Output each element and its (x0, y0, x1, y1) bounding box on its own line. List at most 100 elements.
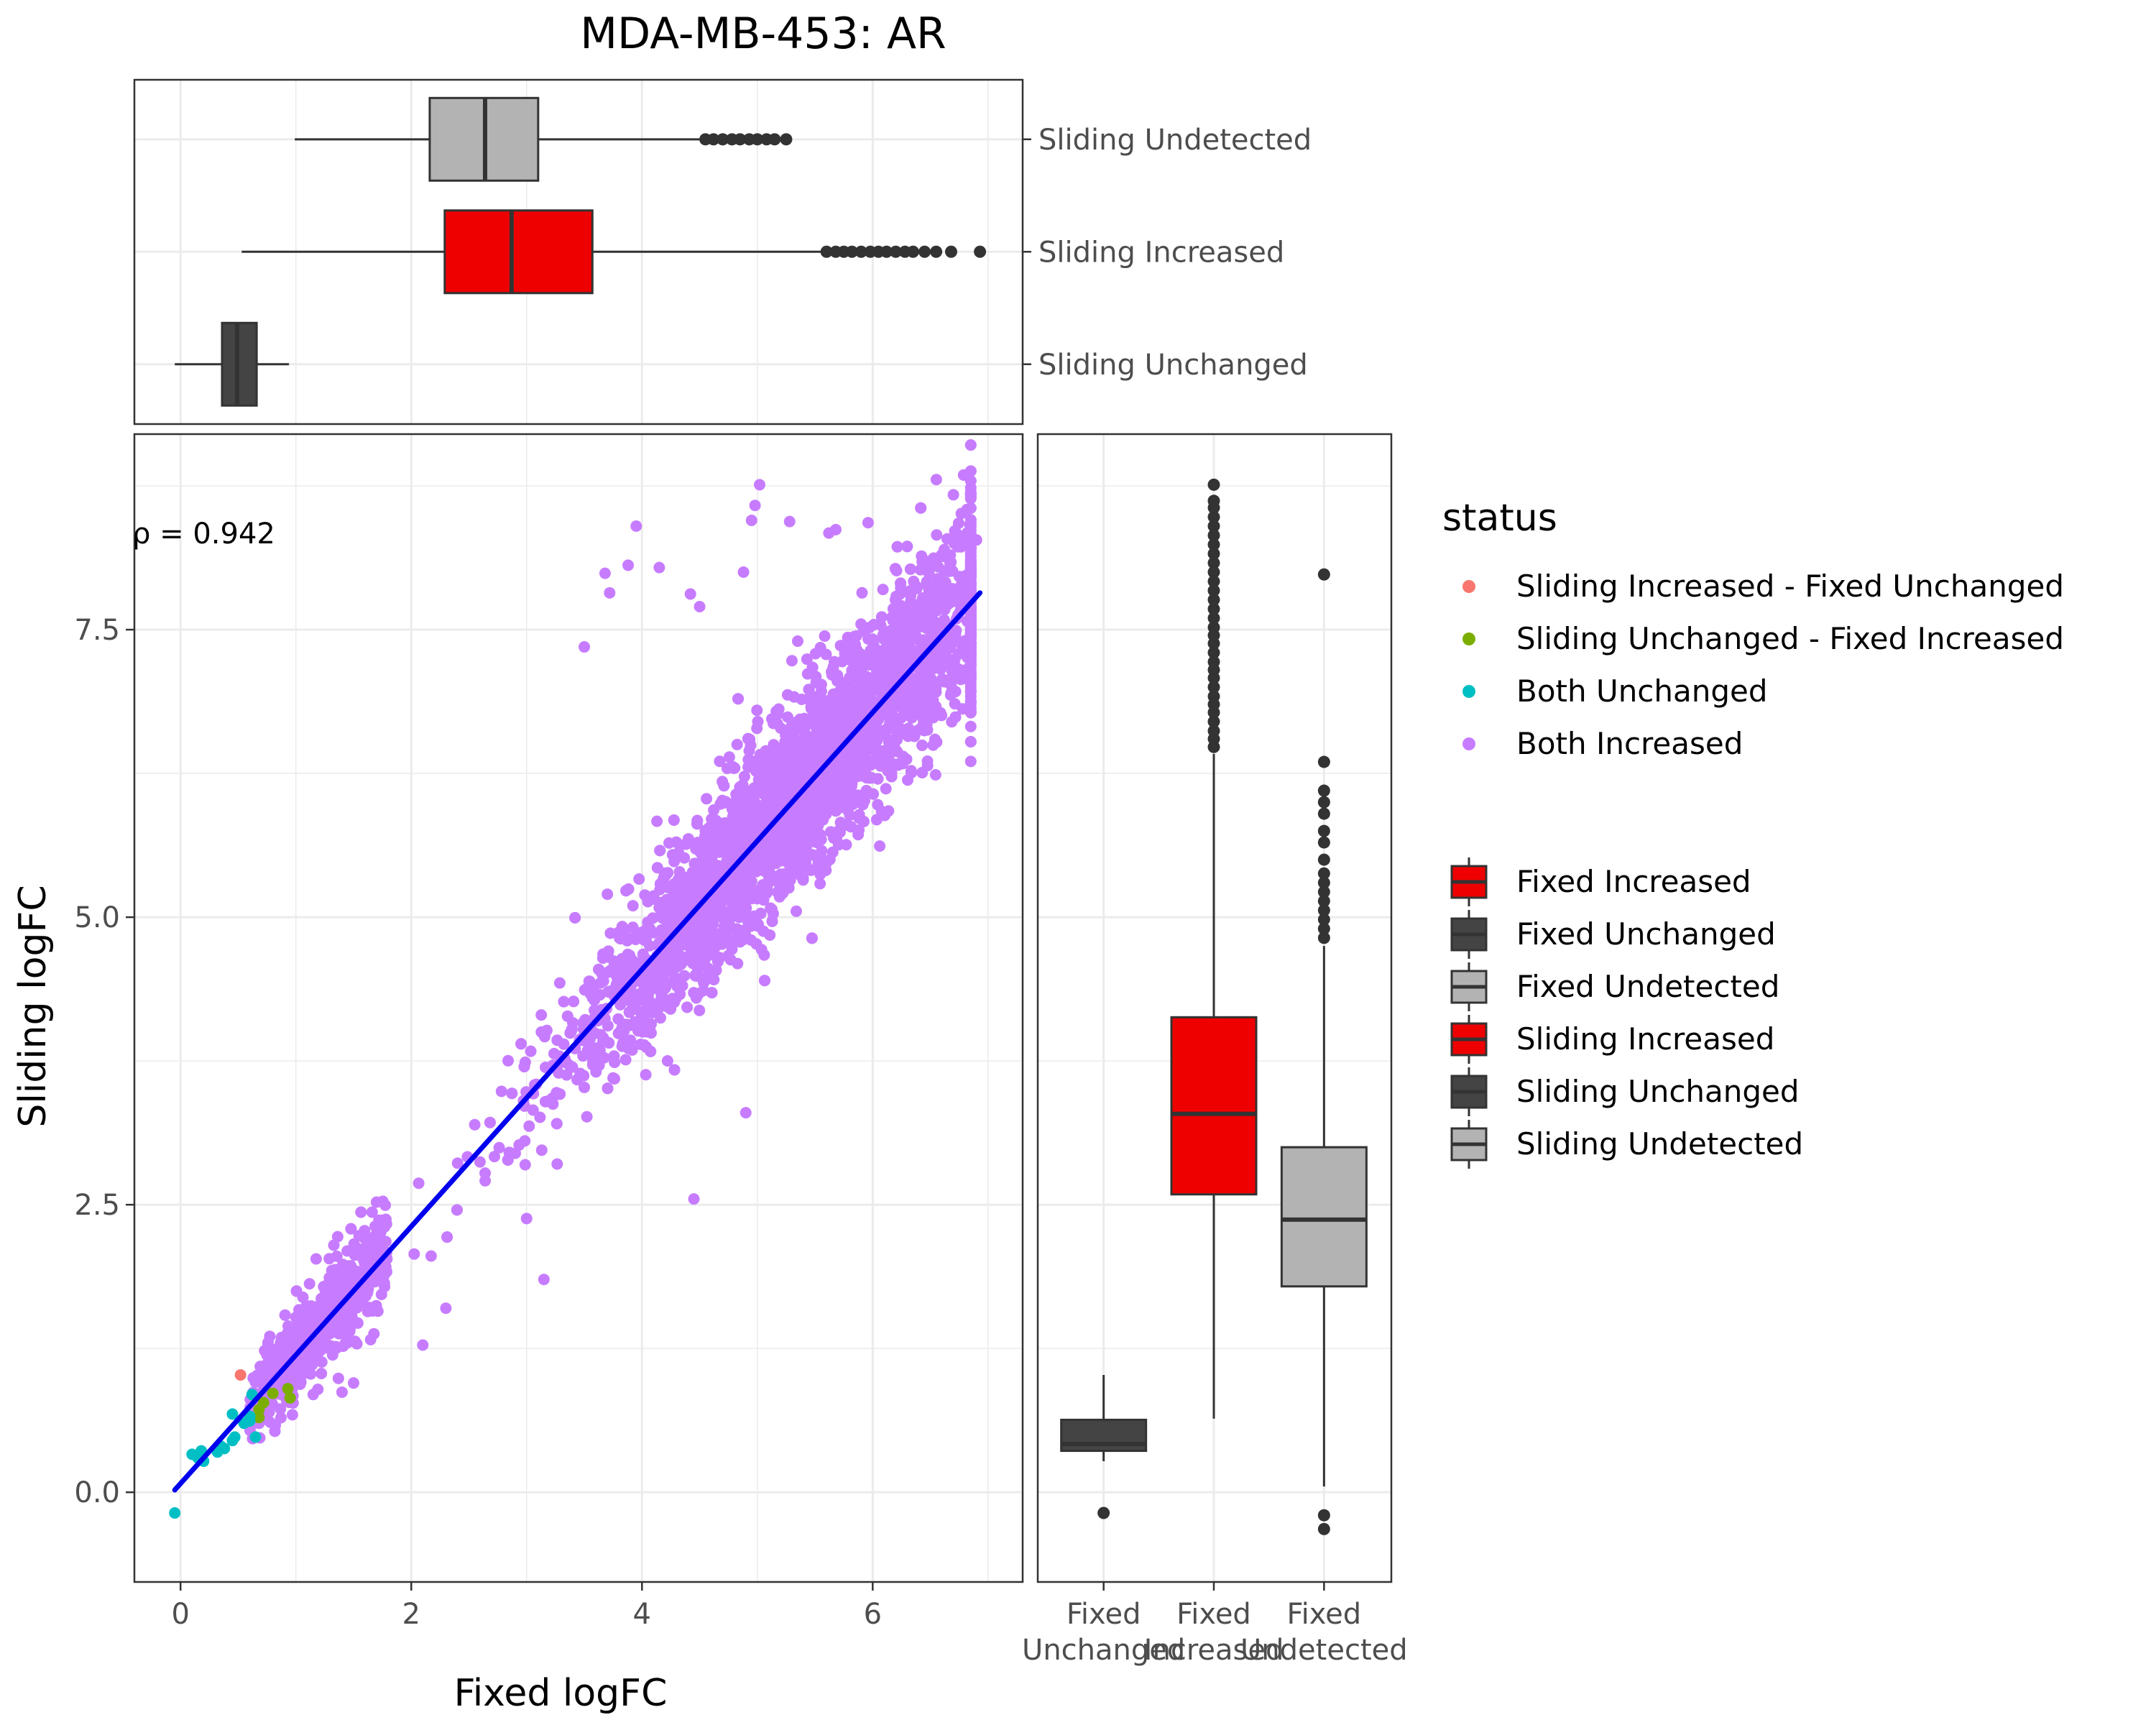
scatter-point-both-increased (945, 556, 957, 568)
scatter-point-both-increased (668, 855, 681, 868)
scatter-point-both-increased (775, 868, 787, 880)
scatter-point-both-increased (779, 756, 791, 768)
right-category-label-line1: Fixed (1287, 1598, 1362, 1631)
scatter-point-both-increased (778, 883, 791, 896)
x-tick-label: 2 (402, 1598, 420, 1631)
scatter-point-both-increased (749, 500, 761, 512)
top-box-sliding-increased-outlier (889, 245, 902, 258)
right-box-fixed-undetected-outlier (1317, 755, 1330, 768)
scatter-point-both-increased (936, 549, 947, 561)
scatter-point-both-increased (964, 686, 977, 698)
scatter-point-both-increased (949, 711, 962, 723)
scatter-point-both-increased (670, 993, 682, 1004)
scatter-point-both-increased (964, 465, 977, 477)
scatter-point-both-increased (328, 1239, 340, 1251)
scatter-point-both-increased (907, 699, 919, 712)
scatter-point-both-increased (842, 632, 854, 643)
scatter-point-both-increased (262, 1337, 274, 1349)
scatter-point-both-increased (346, 1310, 358, 1321)
scatter-point-both-increased (588, 1042, 600, 1054)
right-category-label-line2: Increased (1144, 1634, 1284, 1667)
scatter-point-both-increased (707, 910, 719, 922)
scatter-point-both-increased (578, 1070, 590, 1082)
scatter-point-both-increased (312, 1346, 324, 1358)
scatter-point-both-increased (658, 867, 671, 879)
scatter-point-both-increased (596, 952, 609, 964)
scatter-point-both-increased (810, 676, 822, 689)
right-box-fixed-undetected-outlier (1317, 886, 1330, 898)
scatter-point-both-increased (290, 1285, 303, 1297)
scatter-point-both-increased (768, 836, 780, 848)
scatter-point-both-increased (818, 785, 830, 797)
scatter-point-both-increased (657, 993, 669, 1005)
scatter-point-both-increased (640, 1069, 652, 1081)
legend-status-label: Sliding Increased - Fixed Unchanged (1516, 569, 2064, 604)
scatter-point-both-increased (558, 995, 570, 1008)
scatter-point-both-increased (345, 1223, 357, 1235)
scatter-point-both-increased (734, 936, 746, 948)
scatter-point-both-increased (636, 994, 648, 1006)
scatter-point-both-increased (717, 776, 729, 788)
scatter-point-both-increased (880, 783, 892, 795)
right-boxplot-panel: FixedUnchangedFixedIncreasedFixedUndetec… (1022, 433, 1408, 1667)
scatter-point-both-increased (759, 975, 770, 987)
scatter-point-both-increased (579, 641, 591, 653)
right-box-fixed-undetected-outlier (1317, 895, 1330, 908)
scatter-point-both-increased (653, 957, 665, 970)
right-box-fixed-undetected-outlier (1317, 796, 1330, 809)
scatter-point-both-increased (377, 1195, 389, 1208)
scatter-point-both-increased (651, 815, 663, 827)
scatter-point-both-increased (930, 686, 942, 698)
scatter-point-both-increased (612, 967, 624, 979)
scatter-point-both-increased (738, 909, 750, 921)
scatter-point-both-increased (263, 1406, 275, 1418)
scatter-point-both-increased (380, 1266, 392, 1278)
scatter-point-both-increased (847, 650, 859, 662)
scatter-point-both-increased (838, 694, 850, 706)
right-box-fixed-increased-outlier (1207, 478, 1220, 491)
scatter-point-both-increased (648, 890, 660, 902)
scatter-point-both-increased (930, 700, 942, 712)
scatter-point-both-increased (731, 872, 743, 884)
top-box-sliding-increased-outlier (880, 245, 893, 258)
scatter-point-both-increased (694, 1004, 706, 1016)
scatter-point-both-increased (842, 712, 854, 724)
scatter-point-both-increased (737, 566, 750, 579)
scatter-point-both-increased (964, 475, 977, 487)
scatter-point-both-increased (513, 1139, 525, 1151)
scatter-point-both-increased (964, 569, 977, 581)
legend-status-label: Sliding Unchanged - Fixed Increased (1516, 621, 2064, 656)
scatter-point-both-increased (627, 900, 639, 912)
scatter-point-both-increased (768, 739, 780, 751)
right-box-fixed-increased-outlier (1207, 575, 1220, 588)
scatter-point-both-increased (903, 722, 915, 735)
scatter-point-both-increased (852, 829, 865, 841)
scatter-point-both-increased (293, 1333, 305, 1345)
scatter-point-both-increased (755, 748, 766, 760)
scatter-point-both-increased (744, 864, 756, 876)
scatter-point-both-increased (782, 711, 793, 723)
scatter-point-both-increased (275, 1412, 287, 1424)
scatter-point-both-increased (916, 767, 929, 778)
scatter-point-both-increased (688, 922, 701, 934)
scatter-point-both-unchanged (229, 1431, 241, 1443)
scatter-point-both-increased (964, 755, 977, 768)
scatter-point-both-increased (732, 693, 744, 705)
scatter-point-both-increased (740, 811, 752, 823)
scatter-point-both-increased (515, 1038, 528, 1050)
scatter-point-both-increased (349, 1335, 361, 1348)
right-category-label-line2: Undetected (1240, 1634, 1408, 1667)
top-box-sliding-increased (443, 209, 594, 295)
scatter-point-both-increased (837, 753, 849, 765)
scatter-point-both-increased (538, 1274, 550, 1286)
scatter-point-both-increased (599, 567, 611, 579)
scatter-point-both-increased (801, 653, 813, 666)
scatter-point-both-increased (675, 954, 687, 965)
scatter-point-both-increased (925, 605, 937, 617)
scatter-point-both-increased (904, 563, 916, 575)
scatter-point-both-increased (860, 785, 872, 796)
scatter-point-both-increased (895, 599, 906, 612)
scatter-point-both-increased (931, 529, 943, 541)
scatter-point-both-increased (906, 767, 918, 779)
